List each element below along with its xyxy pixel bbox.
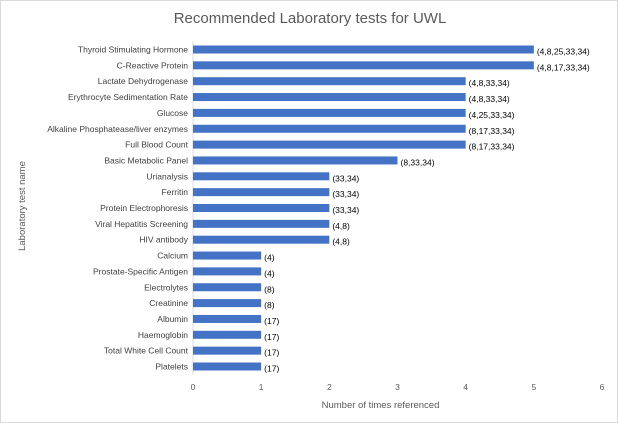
category-label: Viral Hepatitis Screening (95, 219, 188, 229)
data-label: (17) (264, 316, 279, 326)
bar (193, 346, 262, 355)
category-label: Albumin (157, 314, 188, 324)
bar (193, 219, 330, 228)
category-label: Prostate-Specific Antigen (93, 266, 188, 276)
data-label: (33,34) (332, 189, 359, 199)
bar (193, 156, 398, 165)
category-label: Urianalysis (146, 171, 188, 181)
category-label: C-Reactive Protein (117, 60, 189, 70)
category-label: Electrolytes (144, 282, 188, 292)
data-label: (17) (264, 332, 279, 342)
category-label: Total White Cell Count (104, 346, 189, 356)
category-label: Platelets (155, 362, 188, 372)
data-label: (4,8,25,33,34) (537, 47, 590, 57)
bars-layer (193, 45, 534, 371)
x-tick-labels: 0 1 2 3 4 5 6 (191, 382, 605, 392)
x-tick-label: 1 (259, 382, 264, 392)
category-label: Alkaline Phosphatease/liver enzymes (47, 124, 188, 134)
bar (193, 204, 330, 212)
data-label: (17) (264, 364, 279, 374)
bar (193, 188, 330, 197)
data-label: (4,8,33,34) (469, 94, 510, 104)
x-tick-label: 6 (600, 382, 605, 392)
x-tick-label: 4 (463, 382, 468, 392)
bar (193, 299, 262, 308)
data-label: (17) (264, 348, 279, 358)
data-label: (33,34) (332, 173, 359, 183)
data-label: (8) (264, 300, 275, 310)
category-label: Lactate Dehydrogenase (98, 76, 189, 86)
x-tick-label: 2 (327, 382, 332, 392)
x-tick-label: 0 (191, 382, 196, 392)
category-label: Protein Electrophoresis (100, 203, 188, 213)
bar (193, 330, 262, 339)
bar (193, 362, 262, 371)
category-label: Haemoglobin (138, 330, 188, 340)
category-labels: Thyroid Stimulating Hormone C-Reactive Pr… (47, 45, 189, 372)
data-label: (8,17,33,34) (469, 142, 515, 152)
data-label: (4,8,17,33,34) (537, 62, 590, 72)
data-label: (4,8) (332, 221, 350, 231)
x-tick-label: 5 (531, 382, 536, 392)
data-label: (4) (264, 268, 275, 278)
category-label: Ferritin (162, 187, 189, 197)
data-label: (8,33,34) (401, 157, 435, 167)
bar (193, 172, 330, 181)
bar (193, 93, 466, 102)
bar (193, 77, 466, 86)
data-label: (8) (264, 284, 275, 294)
category-label: Calcium (157, 251, 188, 261)
category-label: Creatinine (149, 298, 188, 308)
bar (193, 283, 262, 292)
data-label: (4) (264, 253, 275, 263)
data-label: (4,25,33,34) (469, 110, 515, 120)
bar (193, 45, 534, 54)
chart-title: Recommended Laboratory tests for UWL (173, 10, 447, 27)
category-label: Glucose (157, 108, 188, 118)
bar (193, 314, 262, 323)
bar (193, 140, 466, 149)
data-labels: (4,8,25,33,34) (4,8,17,33,34) (4,8,33,34) (… (264, 47, 590, 374)
category-label: HIV antibody (139, 235, 188, 245)
bar (193, 267, 262, 276)
category-label: Thyroid Stimulating Hormone (78, 45, 188, 55)
data-label: (4,8) (332, 237, 350, 247)
bar (193, 251, 262, 260)
x-axis-title: Number of times referenced (322, 400, 440, 411)
bar (193, 235, 330, 244)
category-label: Full Blood Count (125, 140, 188, 150)
bar (193, 61, 534, 70)
x-tick-label: 3 (395, 382, 400, 392)
bar (193, 108, 466, 117)
category-label: Erythrocyte Sedimentation Rate (68, 92, 188, 102)
category-label: Basic Metabolic Panel (104, 155, 188, 165)
data-label: (8,17,33,34) (469, 126, 515, 136)
data-label: (33,34) (332, 205, 359, 215)
bar (193, 124, 466, 133)
y-axis-title: Laboratory test name (17, 161, 28, 251)
data-label: (4,8,33,34) (469, 78, 510, 88)
